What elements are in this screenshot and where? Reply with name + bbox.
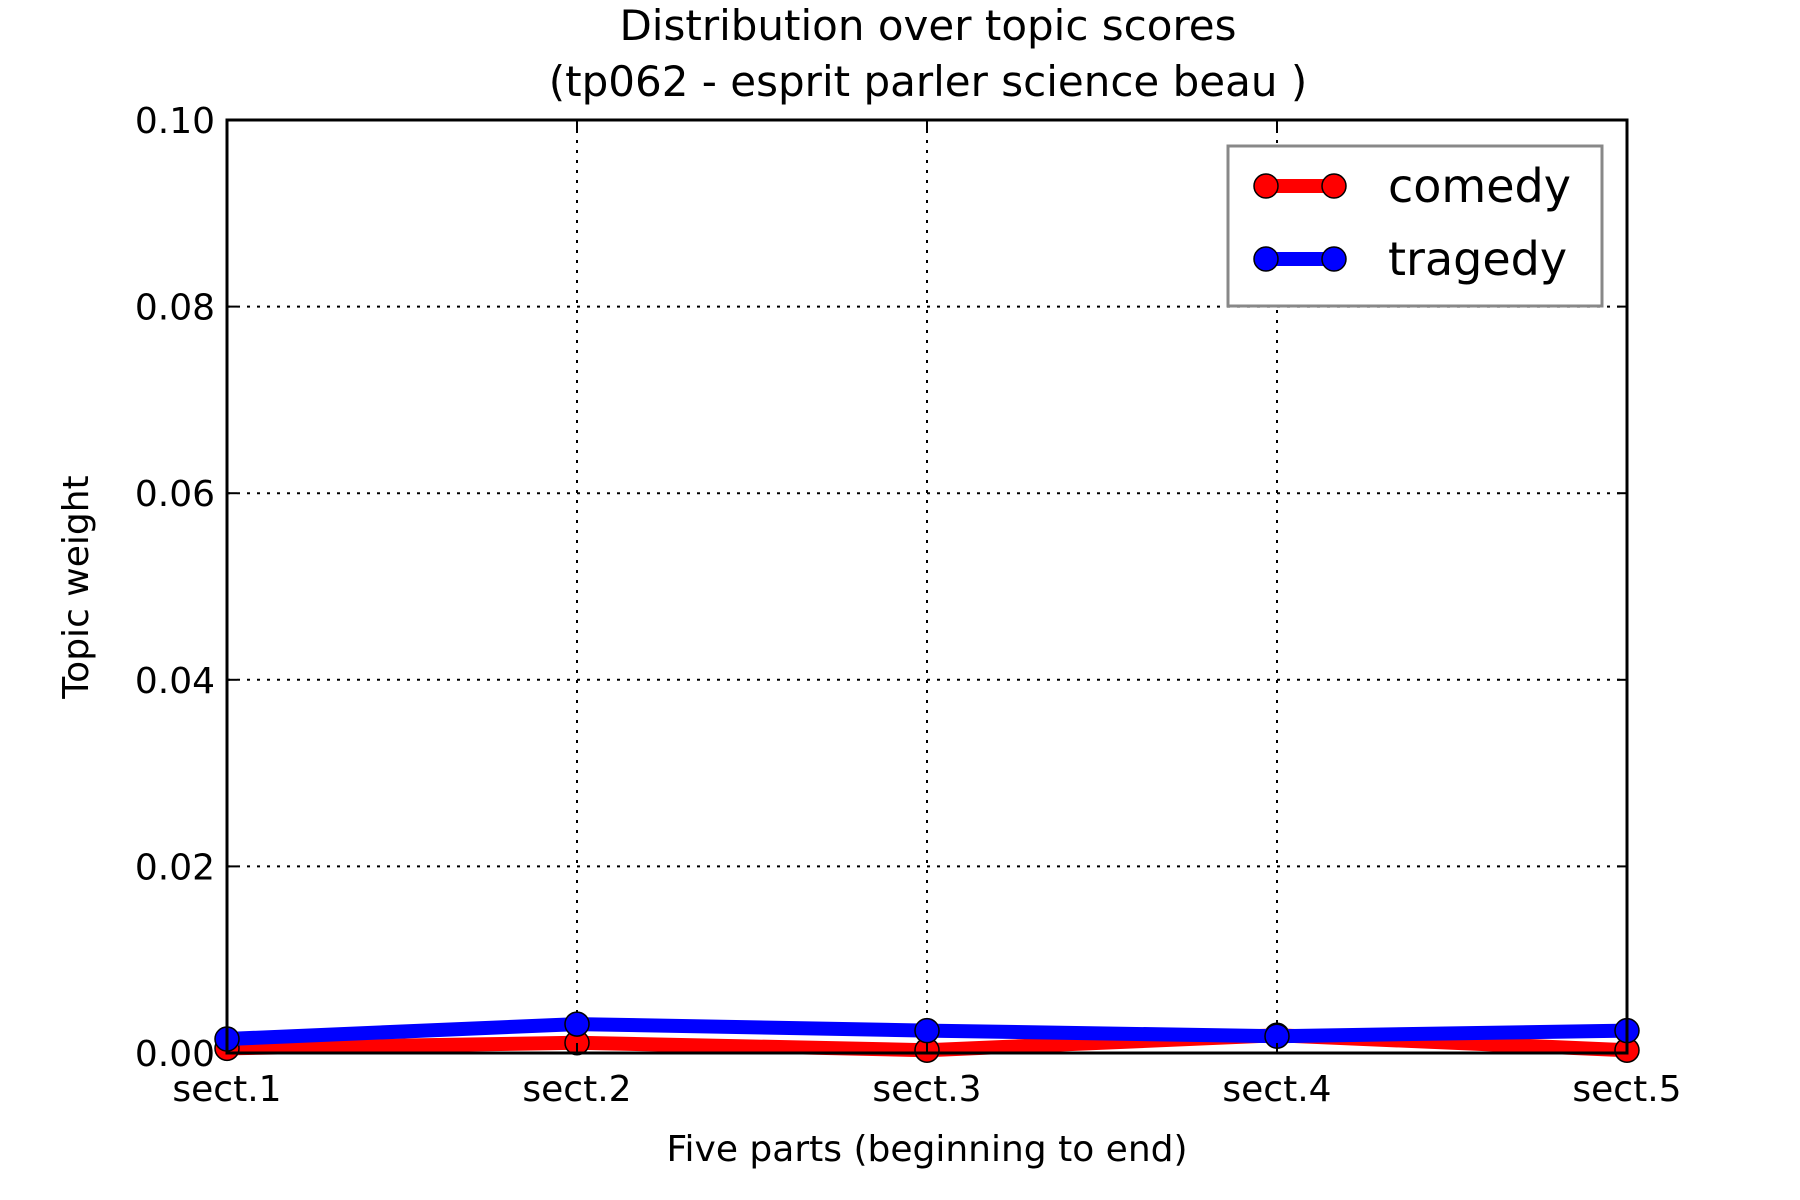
data-point-tragedy [914,1017,940,1044]
y-tick-label: 0.04 [135,661,215,702]
x-tick-label: sect.1 [172,1069,281,1110]
legend-label-comedy: comedy [1388,159,1571,213]
legend-marker-comedy [1321,173,1347,199]
series-group [214,1011,1640,1063]
legend-marker-tragedy [1321,246,1347,272]
legend-frame [1226,144,1604,308]
data-point-tragedy [564,1011,590,1037]
legend-marker-tragedy [1253,246,1279,272]
y-tick-label: 0.06 [135,474,215,515]
legend: comedy tragedy [1226,144,1604,308]
legend-marker-comedy [1253,173,1279,199]
y-tick-label: 0.08 [135,288,215,329]
y-tick-label: 0.00 [135,1034,215,1075]
x-tick-label: sect.4 [1222,1069,1331,1110]
legend-label-tragedy: tragedy [1388,232,1567,286]
x-tick-label: sect.2 [522,1069,631,1110]
chart-title: Distribution over topic scores [619,1,1236,50]
y-axis-label: Topic weight [56,475,97,699]
tick-labels: sect.1 sect.2 sect.3 sect.4 sect.5 0.00 0.02 0.… [135,101,1682,1110]
chart-subtitle: (tp062 - esprit parler science beau ) [549,57,1307,106]
y-tick-label: 0.10 [135,101,215,142]
y-tick-label: 0.02 [135,847,215,888]
x-tick-label: sect.3 [872,1069,981,1110]
x-axis-label: Five parts (beginning to end) [666,1129,1187,1170]
x-tick-label: sect.5 [1572,1069,1681,1110]
grid-lines [227,120,1627,1053]
